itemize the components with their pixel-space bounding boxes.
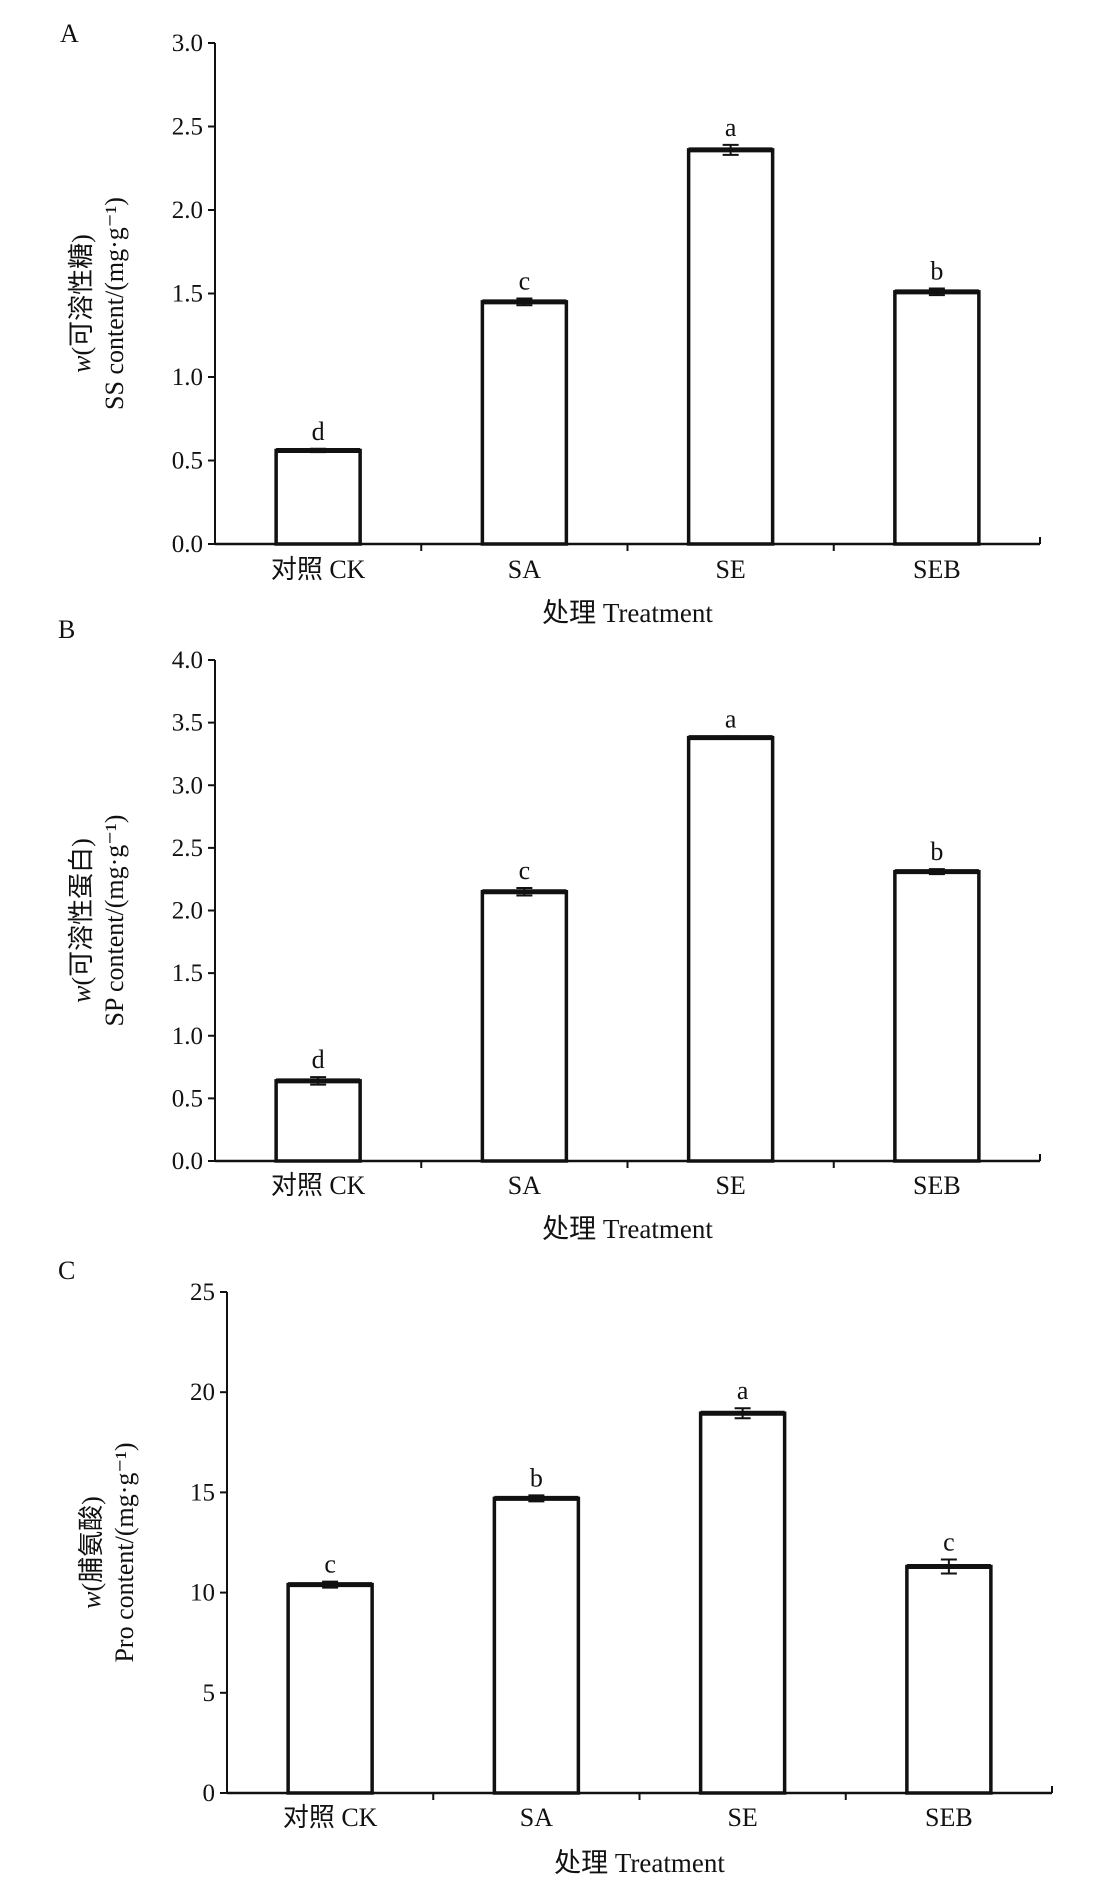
significance-label: c [519,856,531,885]
bar [893,869,981,1163]
bar [480,889,569,1163]
y-tick-label: 10 [190,1580,215,1607]
panel-b: B 0.0 0.5 1.0 1.5 2.0 2.5 3.0 3.5 4.0 d 对照 CK c SA a SE… [58,615,1041,1244]
x-tick-label: SE [715,1171,745,1200]
bar [893,290,981,546]
y-tick-label: 1.5 [172,281,203,308]
x-tick-label: SA [508,555,541,584]
y-tick-label: 5 [203,1680,216,1707]
x-tick-label: 对照 CK [271,555,366,584]
significance-label: a [725,113,737,142]
y-axis-variable: w [67,355,96,373]
y-tick-label: 2.5 [172,114,203,141]
panel-label: C [58,1256,75,1285]
x-tick-label: SEB [913,555,961,584]
y-tick-label: 0.0 [172,531,203,558]
y-tick-label: 1.0 [172,364,203,391]
y-tick-label: 1.5 [172,960,203,987]
significance-label: b [930,256,943,285]
significance-label: b [930,837,943,866]
bar [905,1564,993,1795]
significance-label: a [737,1376,749,1405]
significance-label: c [519,267,531,296]
bar [480,300,569,546]
x-tick-label: 对照 CK [271,1171,366,1200]
bar [274,1079,362,1163]
x-tick-label: SA [520,1803,553,1832]
panel-a: A 0.0 0.5 1.0 1.5 2.0 2.5 3.0 d 对照 CK c SA a SE b SEB 处理… [60,19,1041,628]
x-tick-label: SE [715,555,745,584]
significance-label: b [530,1463,543,1492]
y-axis-title-line1: w(可溶性糖) [67,234,96,373]
y-axis-title-cn: (可溶性蛋白) [67,838,96,985]
significance-label: c [324,1550,336,1579]
y-tick-label: 0.0 [172,1148,203,1175]
y-axis-variable: w [77,1591,106,1609]
x-tick-label: SEB [913,1171,961,1200]
significance-label: d [312,417,325,446]
x-tick-label: SA [508,1171,541,1200]
y-axis-title-line1: w(可溶性蛋白) [67,838,96,1003]
x-axis-title: 处理 Treatment [554,1848,725,1878]
x-tick-label: SEB [925,1803,973,1832]
x-axis-title: 处理 Treatment [542,1214,713,1244]
y-tick-label: 2.0 [172,197,203,224]
y-axis-variable: w [67,985,96,1003]
bar [286,1582,374,1795]
x-tick-label: SE [727,1803,757,1832]
y-axis-title-line2: Pro content/(mg·g⁻¹) [110,1442,139,1662]
y-tick-label: 1.0 [172,1023,203,1050]
y-tick-label: 2.5 [172,835,203,862]
bar [686,735,775,1163]
y-tick-label: 0.5 [172,1085,203,1112]
significance-label: c [943,1528,955,1557]
panel-label: A [60,19,79,48]
y-tick-label: 4.0 [172,647,203,674]
y-axis-title-cn: (可溶性糖) [67,234,96,355]
y-tick-label: 0 [203,1780,216,1807]
panel-label: B [58,615,75,644]
y-tick-label: 3.0 [172,30,203,57]
y-tick-label: 3.5 [172,710,203,737]
panel-c: C 0 5 10 15 20 25 c 对照 CK b SA a SE c SEB 处理 Treatment w… [58,1256,1053,1878]
x-axis-title: 处理 Treatment [542,598,713,628]
y-axis-title-cn: (脯氨酸) [77,1496,106,1591]
significance-label: d [312,1045,325,1074]
y-tick-label: 2.0 [172,898,203,925]
y-tick-label: 20 [190,1379,215,1406]
y-tick-label: 0.5 [172,448,203,475]
y-axis-title-line2: SP content/(mg·g⁻¹) [100,815,129,1027]
y-tick-label: 15 [190,1479,215,1506]
y-axis-title-line1: w(脯氨酸) [77,1496,106,1609]
y-axis-title-line2: SS content/(mg·g⁻¹) [100,197,129,410]
y-tick-label: 3.0 [172,772,203,799]
x-tick-label: 对照 CK [283,1803,378,1832]
bar [274,448,362,546]
bar [492,1496,581,1795]
bar [698,1411,787,1795]
bar [686,148,775,546]
y-tick-label: 25 [190,1279,215,1306]
significance-label: a [725,704,737,733]
